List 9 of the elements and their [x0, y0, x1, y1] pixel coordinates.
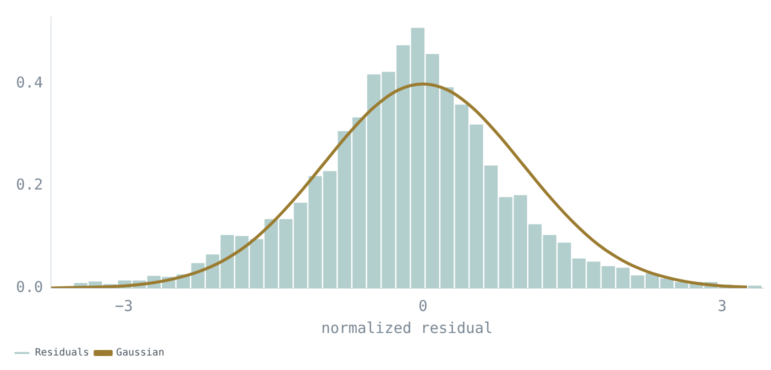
y-tick-label: 0.4: [16, 73, 44, 92]
x-tick-label: 3: [718, 296, 727, 315]
legend-label: Residuals: [35, 348, 90, 359]
legend-label: Gaussian: [116, 348, 164, 359]
y-tick-label: 0.0: [16, 278, 44, 296]
x-tick-label: −3: [114, 296, 133, 315]
y-tick-label: 0.2: [16, 176, 44, 194]
x-tick-label: 0: [418, 296, 428, 315]
x-axis-title: normalized residual: [321, 318, 493, 337]
